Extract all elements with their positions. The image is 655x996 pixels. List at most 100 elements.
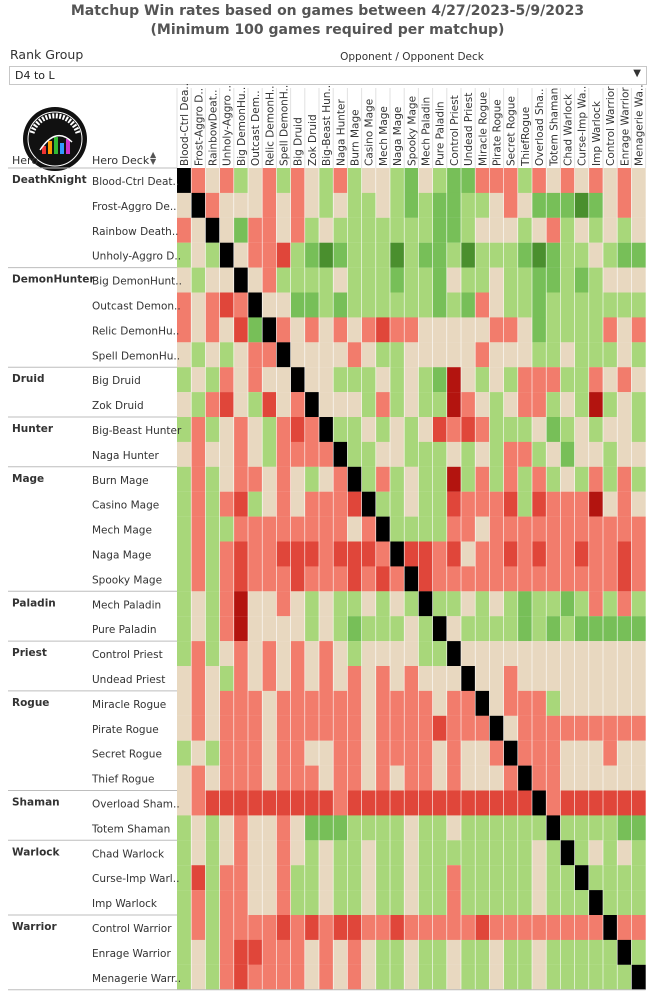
heatmap-cell[interactable] (489, 690, 504, 716)
heatmap-cell[interactable] (517, 566, 533, 592)
heatmap-cell[interactable] (418, 491, 433, 517)
heatmap-cell[interactable] (219, 516, 234, 542)
heatmap-cell[interactable] (489, 715, 504, 741)
heatmap-cell[interactable] (404, 865, 419, 891)
heatmap-cell[interactable] (347, 666, 362, 691)
heatmap-cell[interactable] (517, 317, 533, 343)
heatmap-cell[interactable] (574, 740, 589, 766)
heatmap-cell[interactable] (588, 591, 604, 617)
heatmap-cell[interactable] (532, 964, 547, 990)
heatmap-cell[interactable] (375, 342, 391, 368)
heatmap-cell[interactable] (333, 964, 348, 990)
heatmap-cell[interactable] (631, 890, 646, 916)
heatmap-cell[interactable] (390, 417, 405, 442)
heatmap-cell[interactable] (617, 890, 632, 916)
heatmap-cell[interactable] (446, 192, 462, 218)
heatmap-cell[interactable] (631, 790, 646, 816)
heatmap-cell[interactable] (191, 217, 206, 243)
heatmap-cell[interactable] (191, 441, 206, 467)
heatmap-cell[interactable] (290, 915, 305, 940)
heatmap-cell[interactable] (617, 715, 632, 741)
heatmap-cell[interactable] (532, 192, 547, 218)
heatmap-cell[interactable] (361, 168, 376, 193)
heatmap-cell[interactable] (432, 192, 447, 218)
heatmap-cell[interactable] (177, 690, 192, 716)
heatmap-cell[interactable] (177, 192, 192, 218)
heatmap-cell[interactable] (418, 641, 433, 667)
heatmap-cell[interactable] (347, 939, 362, 965)
heatmap-cell[interactable] (304, 715, 320, 741)
heatmap-cell[interactable] (177, 765, 192, 791)
heatmap-cell[interactable] (191, 267, 206, 293)
heatmap-cell[interactable] (489, 516, 504, 542)
heatmap-cell[interactable] (276, 815, 291, 841)
heatmap-cell[interactable] (276, 441, 291, 467)
heatmap-cell[interactable] (588, 417, 604, 442)
heatmap-cell[interactable] (432, 292, 447, 318)
heatmap-cell[interactable] (503, 367, 518, 393)
heatmap-cell[interactable] (375, 815, 391, 841)
heatmap-cell[interactable] (177, 666, 192, 691)
heatmap-cell[interactable] (276, 865, 291, 891)
heatmap-cell[interactable] (517, 192, 533, 218)
heatmap-cell[interactable] (248, 192, 263, 218)
heatmap-cell[interactable] (319, 541, 334, 567)
heatmap-cell[interactable] (532, 466, 547, 492)
heatmap-cell[interactable] (248, 342, 263, 368)
heatmap-cell[interactable] (532, 641, 547, 667)
heatmap-cell[interactable] (219, 292, 234, 318)
heatmap-cell[interactable] (375, 367, 391, 393)
heatmap-cell[interactable] (603, 939, 618, 965)
heatmap-cell[interactable] (177, 516, 192, 542)
heatmap-cell[interactable] (191, 242, 206, 268)
heatmap-cell[interactable] (418, 765, 433, 791)
heatmap-cell[interactable] (489, 168, 504, 193)
heatmap-cell[interactable] (588, 815, 604, 841)
heatmap-cell[interactable] (432, 790, 447, 816)
heatmap-cell[interactable] (390, 666, 405, 691)
heatmap-cell[interactable] (546, 367, 561, 393)
heatmap-cell[interactable] (532, 865, 547, 891)
heatmap-cell[interactable] (262, 939, 277, 965)
heatmap-cell[interactable] (262, 466, 277, 492)
heatmap-cell[interactable] (290, 765, 305, 791)
heatmap-cell[interactable] (603, 317, 618, 343)
heatmap-cell[interactable] (248, 765, 263, 791)
heatmap-cell[interactable] (461, 666, 476, 691)
heatmap-cell[interactable] (631, 690, 646, 716)
heatmap-cell[interactable] (603, 840, 618, 866)
heatmap-cell[interactable] (361, 815, 376, 841)
heatmap-cell[interactable] (546, 516, 561, 542)
heatmap-cell[interactable] (262, 915, 277, 940)
heatmap-cell[interactable] (262, 715, 277, 741)
heatmap-cell[interactable] (546, 641, 561, 667)
heatmap-cell[interactable] (191, 417, 206, 442)
heatmap-cell[interactable] (560, 591, 575, 617)
heatmap-cell[interactable] (532, 168, 547, 193)
heatmap-cell[interactable] (517, 690, 533, 716)
heatmap-cell[interactable] (617, 690, 632, 716)
heatmap-cell[interactable] (588, 765, 604, 791)
heatmap-cell[interactable] (461, 541, 476, 567)
heatmap-cell[interactable] (177, 740, 192, 766)
heatmap-cell[interactable] (276, 367, 291, 393)
heatmap-cell[interactable] (489, 317, 504, 343)
heatmap-cell[interactable] (461, 441, 476, 467)
heatmap-cell[interactable] (631, 491, 646, 517)
heatmap-cell[interactable] (375, 541, 391, 567)
heatmap-cell[interactable] (532, 840, 547, 866)
heatmap-cell[interactable] (191, 317, 206, 343)
heatmap-cell[interactable] (262, 765, 277, 791)
heatmap-cell[interactable] (617, 616, 632, 642)
heatmap-cell[interactable] (177, 541, 192, 567)
heatmap-cell[interactable] (361, 491, 376, 517)
heatmap-cell[interactable] (290, 616, 305, 642)
heatmap-cell[interactable] (262, 666, 277, 691)
heatmap-cell[interactable] (248, 292, 263, 318)
heatmap-cell[interactable] (404, 267, 419, 293)
heatmap-cell[interactable] (248, 840, 263, 866)
heatmap-cell[interactable] (290, 890, 305, 916)
heatmap-cell[interactable] (532, 242, 547, 268)
heatmap-cell[interactable] (560, 964, 575, 990)
heatmap-cell[interactable] (177, 939, 192, 965)
